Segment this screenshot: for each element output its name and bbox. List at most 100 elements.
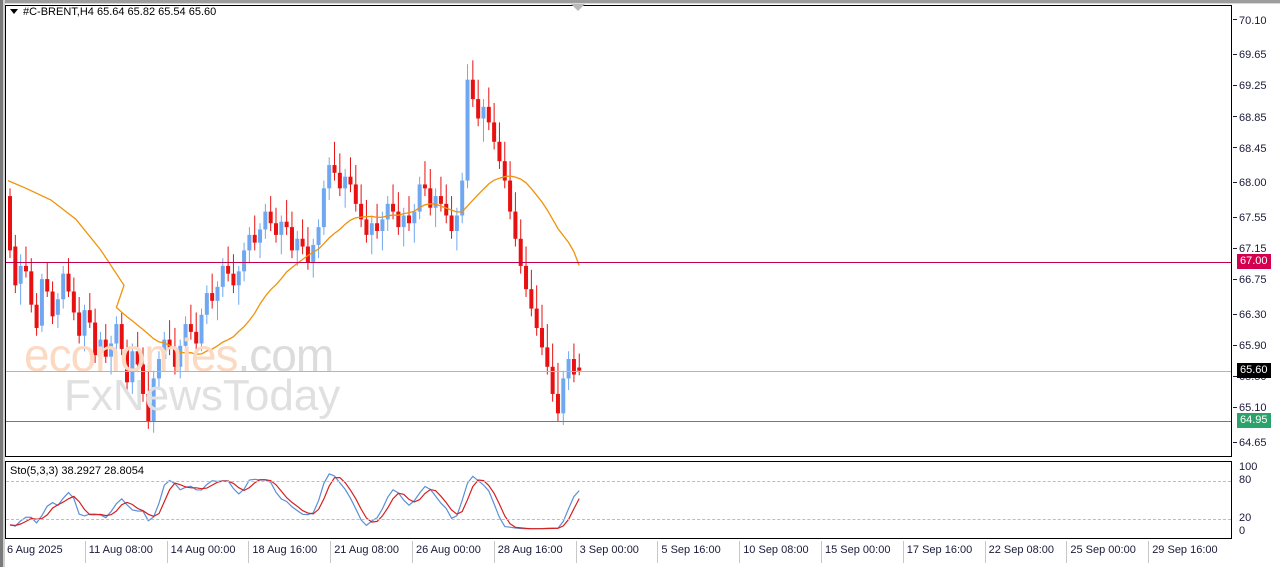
support-level-tag: 64.95	[1237, 413, 1271, 429]
price-tick-label: 64.65	[1239, 437, 1267, 450]
price-tick: 68.00	[1233, 178, 1267, 189]
support-line	[6, 421, 1231, 423]
time-axis-label: 14 Aug 00:00	[170, 544, 236, 556]
tick-mark	[1233, 116, 1237, 118]
time-axis-label: 11 Aug 08:00	[88, 544, 153, 556]
price-tick-label: 66.75	[1239, 274, 1267, 287]
time-axis-separator	[1066, 541, 1068, 563]
price-tick-label: 65.90	[1239, 340, 1267, 353]
time-axis-separator	[412, 541, 413, 563]
price-chart-canvas: economies.com FxNewsToday	[6, 6, 1231, 456]
time-axis-label: 3 Sep 00:00	[579, 544, 639, 556]
price-tick-label: 65.10	[1239, 402, 1267, 415]
price-tick: 68.45	[1233, 142, 1267, 155]
overbought-level-line	[6, 480, 1231, 482]
time-axis-label: 17 Sep 16:00	[906, 544, 973, 556]
current-bar-marker-icon	[571, 4, 586, 11]
price-axis[interactable]: 70.10 69.65 69.25 68.85 68.45 68.00 67.55 67.15…	[1233, 5, 1280, 457]
resistance-line	[6, 262, 1231, 264]
time-axis-separator	[575, 541, 577, 563]
stochastic-pane[interactable]: Sto(5,3,3) 38.2927 28.8054	[5, 461, 1232, 539]
tick-mark	[1233, 147, 1237, 149]
price-tick: 69.25	[1233, 81, 1267, 92]
price-tick: 65.10	[1233, 403, 1267, 414]
resistance-level-tag: 67.00	[1237, 254, 1271, 270]
tick-mark	[1233, 85, 1237, 87]
price-tick-label: 67.55	[1239, 212, 1267, 225]
time-axis-separator	[248, 541, 250, 563]
price-tick: 68.85	[1233, 111, 1267, 124]
time-axis-separator	[166, 541, 168, 563]
current-price-tag: 65.60	[1237, 362, 1271, 378]
stochastic-tick-label: 100	[1239, 461, 1258, 473]
stochastic-label: Sto(5,3,3) 38.2927 28.8054	[10, 465, 144, 477]
candlestick-series	[7, 60, 582, 433]
stochastic-tick-label: 80	[1239, 473, 1252, 486]
price-tick: 65.90	[1233, 341, 1267, 352]
time-axis-label: 5 Sep 16:00	[661, 544, 721, 556]
time-axis-label: 21 Aug 08:00	[334, 544, 400, 556]
time-axis-label: 29 Sep 16:00	[1152, 544, 1218, 556]
price-tick: 67.55	[1233, 213, 1267, 224]
price-tick-label: 69.65	[1239, 49, 1267, 62]
moving-average-line	[7, 175, 580, 355]
time-axis-label: 25 Sep 00:00	[1070, 544, 1136, 556]
tick-mark	[1233, 54, 1237, 56]
oversold-level-line	[6, 519, 1231, 521]
tick-mark	[1233, 441, 1237, 443]
triangle-down-icon[interactable]	[10, 8, 18, 14]
time-axis-separator	[330, 541, 332, 563]
time-axis-label: 28 Aug 16:00	[497, 544, 563, 556]
time-axis-separator	[902, 541, 904, 563]
stochastic-tick-label: 0	[1239, 525, 1246, 537]
window-top-border-light	[0, 3, 1280, 4]
price-tick-label: 68.45	[1239, 142, 1267, 155]
price-tick-label: 69.25	[1239, 80, 1267, 93]
price-tick: 66.75	[1233, 275, 1267, 286]
tick-mark	[1233, 376, 1237, 377]
time-axis-label: 10 Sep 08:00	[743, 544, 809, 556]
tick-mark	[1233, 247, 1237, 249]
price-tick-label: 67.15	[1239, 243, 1267, 256]
time-axis[interactable]: 6 Aug 2025 11 Aug 08:00 14 Aug 00:00 18 Aug…	[5, 541, 1232, 565]
price-tick-label: 68.85	[1239, 111, 1267, 124]
tick-mark	[1233, 216, 1237, 218]
tick-mark	[1233, 279, 1237, 281]
stochastic-k-line	[9, 473, 580, 530]
price-tick: 67.15	[1233, 244, 1267, 255]
tick-mark	[1233, 407, 1237, 409]
price-tick: 69.65	[1233, 50, 1267, 61]
time-axis-label: 15 Sep 00:00	[825, 544, 891, 556]
price-tick: 70.10	[1233, 14, 1267, 27]
time-axis-label: 6 Aug 2025	[7, 544, 63, 556]
time-axis-label: 18 Aug 16:00	[252, 544, 318, 556]
tick-mark	[1233, 344, 1237, 346]
window-left-border-light	[3, 0, 5, 567]
time-axis-label: 26 Aug 00:00	[416, 544, 481, 556]
stochastic-series	[9, 473, 580, 530]
time-axis-separator	[1148, 541, 1150, 563]
symbol-timeframe-quote: #C-BRENT,H4 65.64 65.82 65.54 65.60	[23, 6, 217, 18]
stochastic-tick-label: 20	[1239, 512, 1252, 525]
tick-mark	[1233, 182, 1237, 184]
window-top-border	[0, 0, 1280, 3]
window-left-border	[0, 0, 3, 567]
stochastic-axis: 100 80 20 0	[1233, 461, 1280, 539]
current-price-line	[6, 370, 1231, 372]
stochastic-canvas	[6, 462, 1231, 538]
time-axis-separator	[84, 541, 86, 563]
chart-header: #C-BRENT,H4 65.64 65.82 65.54 65.60	[10, 6, 216, 18]
time-axis-label: 22 Sep 08:00	[988, 544, 1055, 556]
time-axis-separator	[493, 541, 495, 563]
price-tick-label: 70.10	[1239, 14, 1267, 27]
tick-mark	[1233, 313, 1237, 315]
time-axis-separator	[739, 541, 741, 563]
price-tick: 66.30	[1233, 310, 1267, 321]
tick-mark	[1233, 19, 1237, 21]
time-axis-separator	[821, 541, 822, 563]
price-tick-label: 66.30	[1239, 309, 1267, 322]
price-tick-label: 68.00	[1239, 177, 1267, 190]
price-chart-pane[interactable]: economies.com FxNewsToday	[5, 5, 1232, 457]
price-tick: 64.65	[1233, 438, 1267, 449]
